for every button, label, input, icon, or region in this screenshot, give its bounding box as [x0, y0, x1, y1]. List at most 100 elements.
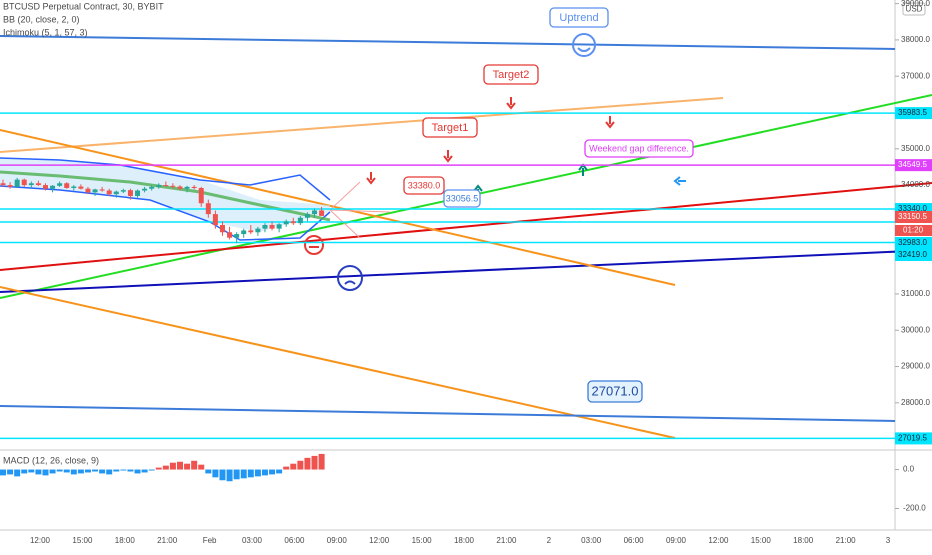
y-tick-label: 34000.0 — [901, 180, 930, 189]
currency: USD — [906, 5, 923, 14]
x-tick-label: 15:00 — [412, 536, 433, 545]
macd-bar — [297, 460, 304, 470]
x-tick-label: Feb — [203, 536, 217, 545]
candle-body — [113, 191, 119, 195]
macd-bar — [63, 469, 70, 473]
candle-body — [163, 185, 169, 187]
y-tick-label: 37000.0 — [901, 71, 930, 80]
macd-bar — [191, 460, 198, 470]
candle-body — [283, 221, 289, 225]
candle-body — [21, 179, 27, 186]
candle-body — [290, 221, 296, 224]
annotation: Uptrend — [559, 12, 598, 24]
macd-bar — [106, 469, 113, 475]
candle-body — [269, 225, 275, 229]
candle-body — [234, 234, 240, 238]
candle-body — [120, 190, 126, 192]
candle-body — [248, 230, 254, 233]
macd-bar — [35, 469, 42, 475]
x-tick-label: 12:00 — [708, 536, 729, 545]
macd-bar — [70, 469, 77, 475]
trendline — [0, 97, 724, 153]
x-tick-label: 21:00 — [496, 536, 517, 545]
macd-bar — [219, 469, 226, 481]
macd-bar — [141, 469, 148, 473]
candle-body — [227, 232, 233, 238]
candle-body — [212, 214, 218, 225]
x-tick-label: 18:00 — [454, 536, 475, 545]
price-tag-label: 27019.5 — [898, 434, 927, 443]
price-tag — [895, 237, 932, 249]
macd-bar — [7, 469, 14, 475]
candle-body — [262, 225, 268, 229]
macd-bar — [162, 465, 169, 470]
macd-bar — [261, 469, 268, 476]
y-tick-label: 38000.0 — [901, 35, 930, 44]
candle-body — [85, 188, 91, 193]
candle-body — [78, 186, 84, 189]
candle-body — [219, 225, 225, 233]
macd-bar — [28, 469, 35, 473]
candle-body — [64, 183, 70, 188]
macd-bar — [99, 469, 106, 474]
candle-body — [7, 185, 13, 187]
annotation-box — [584, 139, 694, 158]
y-tick-label: 35000.0 — [901, 144, 930, 153]
macd-bar — [169, 462, 176, 470]
x-tick-label: 21:00 — [836, 536, 857, 545]
price-tag — [895, 211, 932, 223]
candle-body — [142, 188, 148, 191]
candle-body — [135, 190, 141, 196]
macd-bar — [184, 463, 191, 470]
candle-body — [205, 203, 211, 215]
candle-body — [241, 230, 247, 235]
y-tick-label: 39000.0 — [901, 0, 930, 8]
x-tick-label: 12:00 — [369, 536, 390, 545]
x-tick-label: 18:00 — [115, 536, 136, 545]
price-tag-label: 32983.0 — [898, 238, 927, 247]
price-tag-label: 35983.5 — [898, 108, 927, 117]
macd-bar — [56, 469, 63, 472]
macd-bar — [77, 469, 84, 474]
annotation-box — [549, 7, 609, 28]
annotation-box — [403, 176, 445, 195]
price-tag — [895, 432, 932, 445]
annotation: Weekend gap difference. — [589, 143, 689, 153]
macd-bar — [205, 469, 212, 474]
macd-bar — [134, 469, 141, 474]
x-tick-label: 03:00 — [581, 536, 602, 545]
candle-body — [35, 183, 41, 186]
macd-bar — [240, 469, 247, 479]
trendline — [0, 182, 932, 271]
macd-bar — [233, 469, 240, 480]
price-tag — [895, 249, 932, 261]
trendline — [0, 35, 896, 50]
candle-body — [312, 210, 318, 215]
annotation: 33056.5 — [446, 193, 479, 203]
macd-bar — [212, 469, 219, 478]
x-tick-label: 09:00 — [666, 536, 687, 545]
macd-bar — [84, 469, 91, 473]
x-tick-label: 15:00 — [72, 536, 93, 545]
candle-body — [0, 183, 6, 186]
x-tick-label: 12:00 — [30, 536, 51, 545]
annotation-box — [422, 117, 478, 138]
x-tick-label: 03:00 — [242, 536, 263, 545]
countdown-tag — [895, 225, 932, 236]
annotation: Target2 — [493, 69, 530, 81]
annotation: 33380.0 — [408, 180, 441, 190]
candle-body — [184, 186, 190, 189]
countdown: 01:20 — [903, 226, 924, 235]
annotation: Target1 — [432, 122, 469, 134]
candle-body — [99, 189, 105, 191]
candle-body — [276, 224, 282, 229]
candle-body — [255, 228, 261, 233]
macd-bar — [269, 469, 276, 475]
annotation-box — [443, 189, 481, 208]
y-tick-label: 31000.0 — [901, 289, 930, 298]
candle-body — [71, 186, 77, 188]
candle-body — [127, 190, 133, 196]
macd-bar — [92, 469, 99, 472]
macd-bar — [127, 469, 134, 472]
